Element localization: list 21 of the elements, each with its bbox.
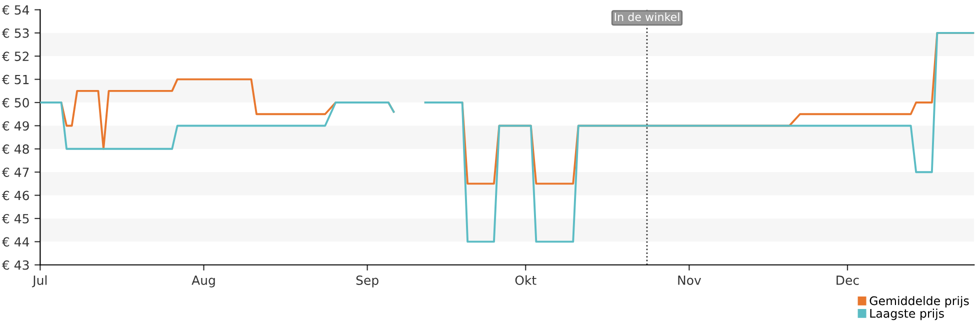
y-tick-label: € 46 [2,190,29,200]
y-tick-label: € 43 [2,260,29,270]
x-tick-label: Sep [356,276,378,288]
x-tick-label: Jul [32,275,47,288]
y-tick-label: € 53 [2,28,29,38]
x-tick-label: Okt [515,275,536,285]
y-tick-label: € 50 [2,98,29,108]
legend-label: Gemiddelde prijs [870,296,969,308]
y-tick-label: € 47 [2,168,29,178]
ref-line-label: In de winkel [614,12,680,22]
x-tick-label: Dec [836,276,859,285]
x-tick-label: Aug [192,276,215,288]
y-tick-label: € 49 [2,121,29,131]
y-tick-label: € 51 [2,74,29,84]
y-tick-label: € 45 [2,214,29,224]
y-tick-label: € 48 [2,144,29,154]
legend-label: Laagste prijs [870,308,944,320]
y-tick-label: € 52 [2,52,29,62]
x-tick-label: Nov [678,276,702,285]
y-tick-label: € 44 [2,237,30,247]
y-tick-label: € 54 [2,5,30,15]
